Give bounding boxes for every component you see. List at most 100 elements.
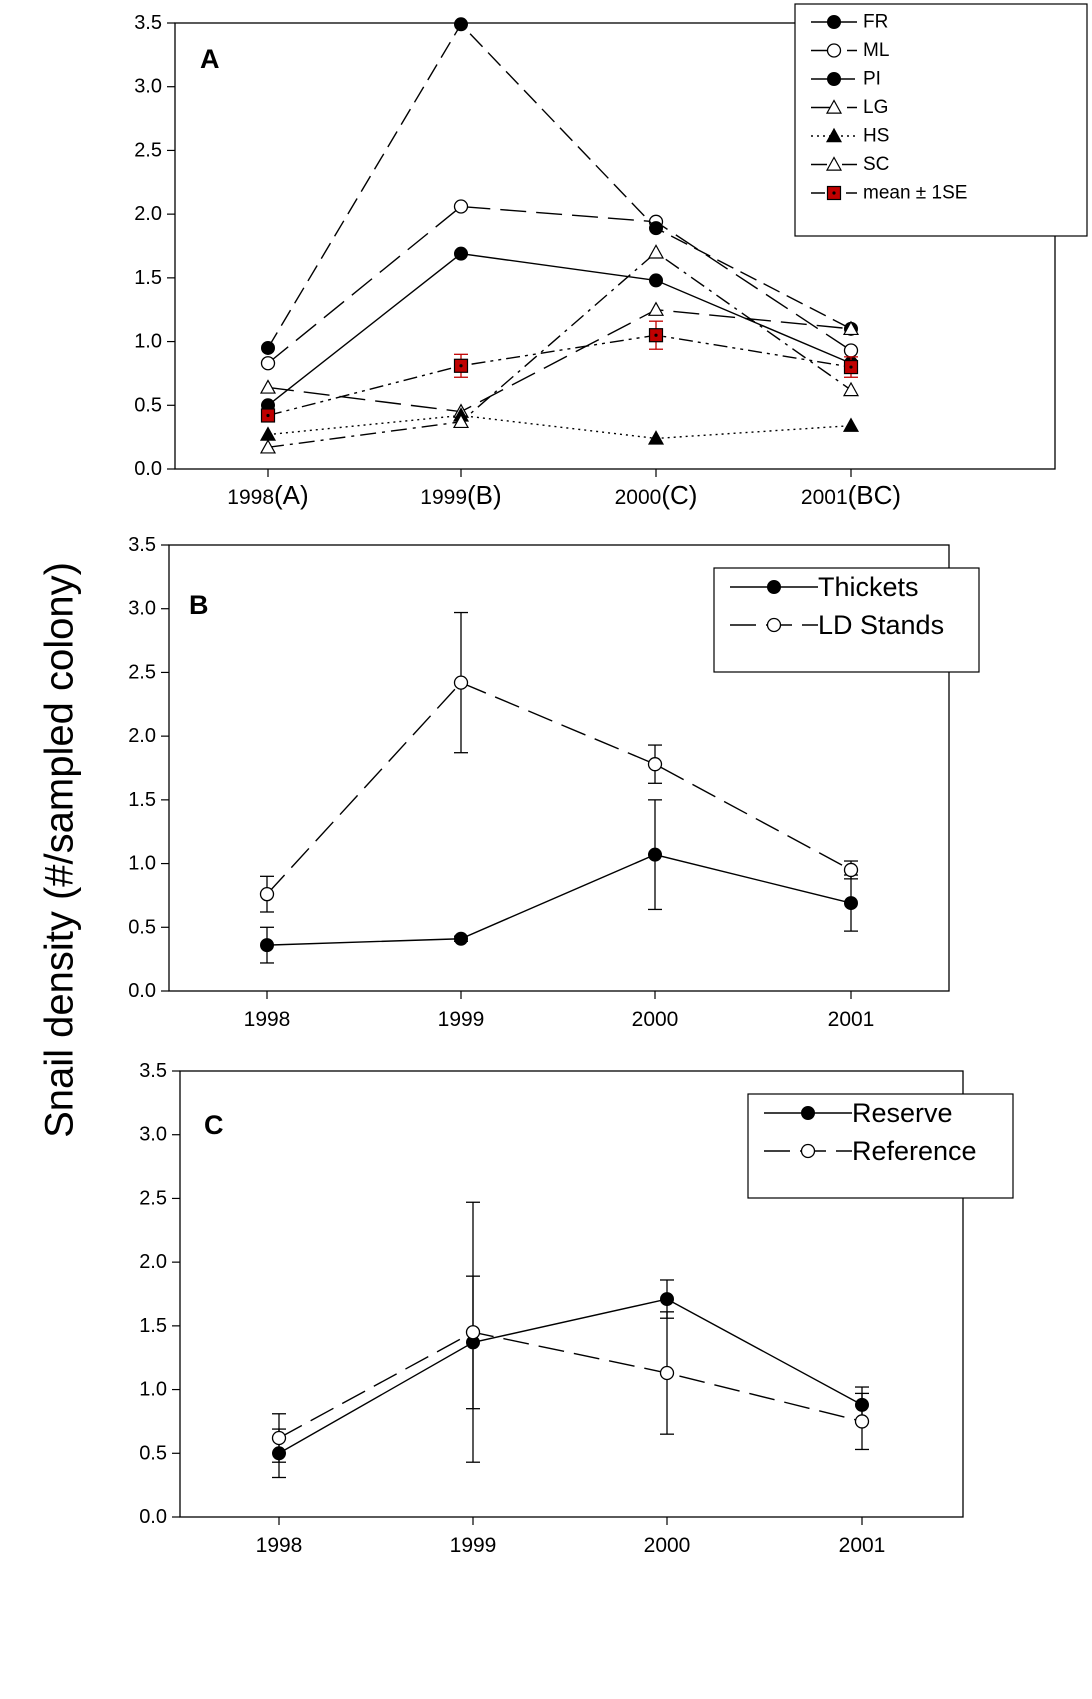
x-tick-group-letter: (B) (467, 480, 502, 510)
x-tick-label: 2001(BC) (801, 480, 901, 510)
legend-label: LD Stands (818, 610, 944, 640)
data-point (649, 273, 663, 288)
legend-c: Reserve Reference (747, 1093, 1014, 1199)
x-tick-year: 1998 (244, 1008, 291, 1031)
data-point-center (266, 413, 270, 418)
data-point (454, 246, 468, 261)
plot-frame-a (174, 22, 1056, 470)
data-point (647, 430, 665, 445)
series-line (267, 23, 852, 349)
legend-b: Thickets LD Stands (713, 567, 980, 673)
legend-box (794, 3, 1088, 237)
series-line (267, 251, 852, 449)
data-point (271, 1430, 287, 1446)
series-pi (261, 17, 858, 355)
legend-marker (825, 127, 843, 143)
panel-label-b: B (189, 590, 209, 620)
legend-label: Reserve (852, 1098, 953, 1128)
series-line (278, 1298, 863, 1454)
legend-box (713, 567, 980, 673)
y-tick-label: 0.0 (134, 458, 162, 480)
data-point-center (459, 364, 463, 368)
y-tick-label: 0.5 (139, 1442, 167, 1464)
data-point (843, 343, 859, 358)
data-point (259, 439, 277, 454)
y-axis-label: Snail density (#/sampled colony) (38, 562, 82, 1138)
legend-label: mean ± 1SE (863, 183, 967, 204)
y-tick-label: 2.0 (134, 203, 162, 225)
data-point (842, 320, 860, 336)
data-point (465, 1325, 481, 1340)
x-tick-group-letter: (A) (274, 480, 309, 510)
y-tick-label: 3.0 (134, 76, 162, 98)
panel-label-c: C (204, 1110, 224, 1140)
y-tick-label: 1.0 (128, 853, 156, 875)
x-tick-label: 1998(A) (227, 480, 308, 510)
y-tick-label: 1.0 (134, 331, 162, 353)
y-tick-label: 1.5 (128, 789, 156, 811)
legend-marker (825, 99, 843, 114)
data-point (842, 417, 860, 432)
data-point (842, 381, 860, 397)
series-reference (271, 1201, 870, 1463)
series-ld-stands (259, 611, 859, 913)
data-point (454, 17, 468, 32)
data-point-center (849, 365, 853, 369)
x-tick-year: 2000 (632, 1008, 679, 1031)
legend-box (747, 1093, 1014, 1199)
legend-label: ML (863, 40, 889, 61)
legend-marker (767, 580, 781, 594)
data-point (453, 199, 469, 214)
x-tick-label: 1999 (450, 1534, 497, 1557)
x-tick-label: 2000(C) (615, 480, 698, 510)
y-tick-label: 1.5 (134, 267, 162, 289)
legend-marker (826, 43, 842, 58)
series-line (266, 681, 852, 895)
panel-b: 0.0 0.5 1.0 1.5 2.0 2.5 3.0 3.5 1998 1999 2000 2001… (128, 534, 980, 1031)
y-tick-label: 3.5 (134, 12, 162, 34)
series-hs (259, 407, 860, 445)
legend-label: Reference (852, 1136, 977, 1166)
data-point (452, 413, 470, 429)
x-tick-year: 1999 (450, 1534, 497, 1557)
x-tick-year: 1998 (227, 486, 274, 509)
legend-marker (827, 72, 841, 86)
series-thickets (260, 799, 858, 964)
data-point (648, 847, 662, 862)
data-point (453, 675, 469, 690)
data-point-center (654, 333, 658, 337)
y-tick-label: 3.0 (139, 1124, 167, 1146)
data-point (843, 862, 859, 878)
x-tick-label: 1998 (244, 1008, 291, 1031)
legend-marker (825, 156, 843, 171)
data-point (454, 931, 468, 946)
y-tick-label: 1.0 (139, 1379, 167, 1401)
legend-marker (801, 1106, 815, 1120)
data-point (259, 887, 275, 902)
legend-marker (827, 15, 841, 29)
legend-marker-center (832, 191, 836, 195)
legend-label: LG (863, 97, 888, 118)
series-line (267, 414, 852, 440)
panel-a: 0.0 0.5 1.0 1.5 2.0 2.5 3.0 3.5 1998(A) 1999(B) 20… (134, 3, 1088, 510)
y-tick-label: 3.5 (139, 1060, 167, 1082)
panel-label-a: A (200, 44, 220, 74)
x-tick-year: 1999 (420, 486, 467, 509)
series-line (267, 205, 852, 364)
x-tick-label: 2000 (632, 1008, 679, 1031)
series-fr (261, 246, 858, 413)
data-point (660, 1292, 674, 1307)
y-tick-label: 0.5 (134, 394, 162, 416)
y-tick-label: 3.0 (128, 598, 156, 620)
y-tick-label: 2.0 (139, 1251, 167, 1273)
data-point (844, 896, 858, 911)
series-lg (259, 301, 860, 418)
series-line (267, 334, 852, 417)
y-tick-label: 2.5 (134, 139, 162, 161)
legend-marker (800, 1143, 816, 1159)
panel-c: 0.0 0.5 1.0 1.5 2.0 2.5 3.0 3.5 1998 1999 2000 2001… (139, 1060, 1014, 1557)
legend-label: Thickets (818, 572, 919, 602)
x-tick-year: 1999 (438, 1008, 485, 1031)
data-point (647, 244, 665, 259)
y-tick-label: 2.5 (139, 1187, 167, 1209)
